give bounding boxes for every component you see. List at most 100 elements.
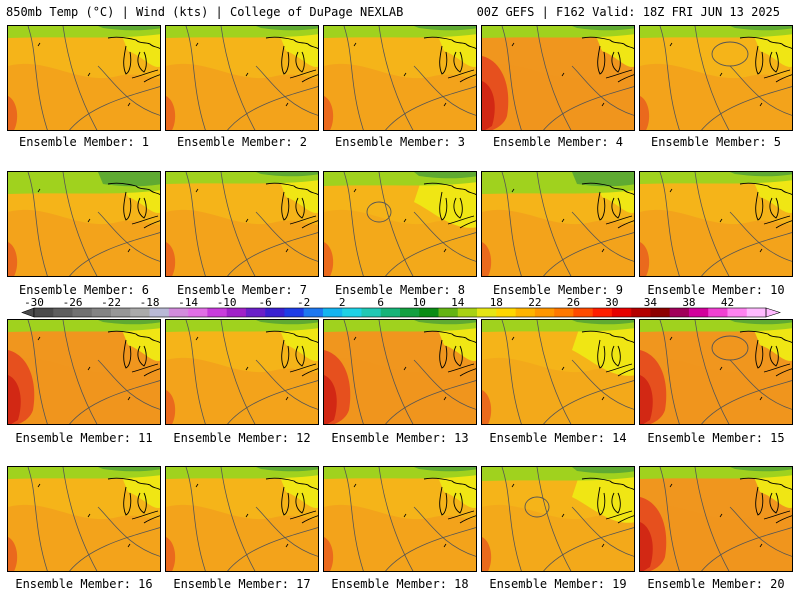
ensemble-member-map-10 (639, 171, 793, 277)
colorbar-swatch (554, 308, 574, 317)
ensemble-member-label-19: Ensemble Member: 19 (489, 577, 627, 591)
colorbar-swatch (534, 308, 555, 317)
colorbar-tick-label: 34 (644, 296, 658, 309)
map-title: 850mb Temp (°C) | Wind (kts) | College o… (6, 5, 404, 19)
colorbar-swatch (400, 308, 420, 317)
colorbar-swatch (457, 308, 478, 317)
colorbar-tick-label: 42 (721, 296, 734, 309)
ensemble-member-label-1: Ensemble Member: 1 (18, 135, 150, 149)
ensemble-member-map-16 (7, 466, 161, 572)
colorbar-tick-label: -18 (140, 296, 160, 309)
ensemble-member-map-2 (165, 25, 319, 131)
colorbar-swatch (515, 308, 536, 317)
ensemble-member-map-6 (7, 171, 161, 277)
colorbar-swatch (361, 308, 382, 317)
ensemble-member-map-3 (323, 25, 477, 131)
colorbar-swatch (669, 308, 690, 317)
colorbar-tick-label: -6 (259, 296, 272, 309)
ensemble-member-label-8: Ensemble Member: 8 (334, 283, 466, 297)
ensemble-member-map-13 (323, 319, 477, 425)
ensemble-member-label-14: Ensemble Member: 14 (489, 431, 627, 445)
colorbar-tick-label: -2 (297, 296, 310, 309)
ensemble-member-map-4 (481, 25, 635, 131)
ensemble-member-label-2: Ensemble Member: 2 (176, 135, 308, 149)
ensemble-member-map-14 (481, 319, 635, 425)
ensemble-member-map-11 (7, 319, 161, 425)
colorbar-swatch (688, 308, 709, 317)
colorbar-swatch (650, 308, 670, 317)
colorbar-tick-label: 30 (605, 296, 618, 309)
ensemble-member-label-3: Ensemble Member: 3 (334, 135, 466, 149)
colorbar-swatch (631, 308, 651, 317)
ensemble-member-map-19 (481, 466, 635, 572)
ensemble-member-map-9 (481, 171, 635, 277)
colorbar-swatch (130, 308, 150, 317)
ensemble-member-label-4: Ensemble Member: 4 (492, 135, 624, 149)
colorbar-swatch (727, 308, 748, 317)
ensemble-member-map-7 (165, 171, 319, 277)
colorbar-swatch (342, 308, 362, 317)
ensemble-member-map-5 (639, 25, 793, 131)
ensemble-member-label-13: Ensemble Member: 13 (331, 431, 469, 445)
ensemble-member-map-1 (7, 25, 161, 131)
ensemble-member-label-15: Ensemble Member: 15 (647, 431, 785, 445)
colorbar-swatch (168, 308, 189, 317)
colorbar-swatch (111, 308, 131, 317)
ensemble-member-map-17 (165, 466, 319, 572)
colorbar-tick-label: -26 (63, 296, 83, 309)
colorbar-swatch (188, 308, 208, 317)
colorbar-right-arrow (765, 307, 781, 318)
colorbar-swatch (284, 308, 304, 317)
colorbar-tick-label: -10 (217, 296, 237, 309)
temperature-colorbar: -30 -26 -22 -18 -14 -10 -6 -2 2 6 10 14 18 22 26 30 34 38… (21, 296, 781, 318)
ensemble-member-label-20: Ensemble Member: 20 (647, 577, 785, 591)
colorbar-swatch (245, 308, 266, 317)
colorbar-swatch (149, 308, 170, 317)
colorbar-swatch (207, 308, 227, 317)
colorbar-tick-label: -14 (178, 296, 198, 309)
ensemble-member-label-11: Ensemble Member: 11 (15, 431, 153, 445)
colorbar-tick-label: 10 (413, 296, 426, 309)
colorbar-swatch (380, 308, 401, 317)
ensemble-member-label-18: Ensemble Member: 18 (331, 577, 469, 591)
colorbar-swatch (322, 308, 343, 317)
colorbar-swatch (438, 308, 459, 317)
colorbar-swatch (91, 308, 112, 317)
colorbar-swatch (265, 308, 285, 317)
ensemble-member-label-7: Ensemble Member: 7 (176, 283, 308, 297)
ensemble-member-map-12 (165, 319, 319, 425)
colorbar-swatch (496, 308, 516, 317)
ensemble-member-map-15 (639, 319, 793, 425)
colorbar-swatch (573, 308, 593, 317)
colorbar-tick-label: 38 (682, 296, 695, 309)
colorbar-swatch (303, 308, 324, 317)
model-run-info: 00Z GEFS | F162 Valid: 18Z FRI JUN 13 20… (476, 5, 780, 19)
colorbar-swatch (746, 308, 767, 317)
colorbar-swatch (72, 308, 93, 317)
colorbar-tick-label: 14 (451, 296, 465, 309)
ensemble-member-map-8 (323, 171, 477, 277)
colorbar-tick-label: -30 (24, 296, 44, 309)
colorbar-swatch (226, 308, 247, 317)
colorbar-swatch (708, 308, 728, 317)
colorbar-swatch (611, 308, 632, 317)
colorbar-left-arrow (21, 307, 35, 318)
ensemble-member-label-5: Ensemble Member: 5 (650, 135, 782, 149)
colorbar-tick-label: 18 (490, 296, 503, 309)
ensemble-member-label-12: Ensemble Member: 12 (173, 431, 311, 445)
colorbar-swatch (53, 308, 73, 317)
ensemble-member-label-17: Ensemble Member: 17 (173, 577, 311, 591)
colorbar-swatch (477, 308, 497, 317)
colorbar-swatch (419, 308, 439, 317)
colorbar-tick-label: 2 (339, 296, 346, 309)
ensemble-member-label-6: Ensemble Member: 6 (18, 283, 150, 297)
ensemble-member-map-20 (639, 466, 793, 572)
ensemble-member-label-10: Ensemble Member: 10 (647, 283, 785, 297)
ensemble-member-label-16: Ensemble Member: 16 (15, 577, 153, 591)
colorbar-swatch (34, 308, 54, 317)
colorbar-tick-label: 26 (567, 296, 580, 309)
ensemble-member-label-9: Ensemble Member: 9 (492, 283, 624, 297)
colorbar-tick-label: 6 (377, 296, 384, 309)
colorbar-tick-label: -22 (101, 296, 121, 309)
ensemble-member-map-18 (323, 466, 477, 572)
